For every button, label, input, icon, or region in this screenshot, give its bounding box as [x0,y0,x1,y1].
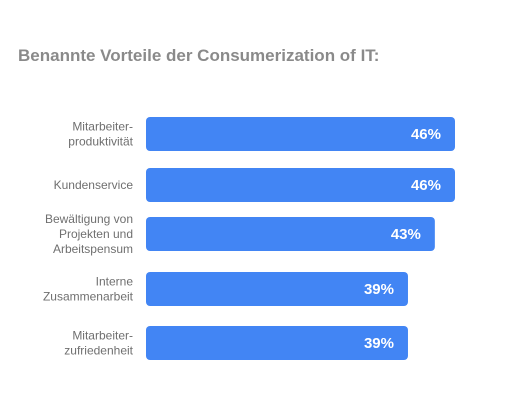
category-label-line: Mitarbeiter- [72,120,133,134]
category-label-line: Kundenservice [54,178,134,192]
category-label-line: Zusammenarbeit [43,290,134,304]
bars-layer: 46% 46% 43% 39% 39% [146,117,455,360]
category-label-line: Mitarbeiter- [72,329,133,343]
category-label-1: Kundenservice [54,178,134,192]
category-label-line: zufriedenheit [64,344,133,358]
category-labels-layer: Mitarbeiter-produktivität Kundenservice Be… [43,120,134,358]
category-label-line: Interne [96,275,134,289]
bar-4 [146,326,408,360]
category-label-2: Bewältigung von Projekten und Arbeitspensu… [45,212,133,256]
category-label-0: Mitarbeiter-produktivität [68,120,133,149]
chart-title: Benannte Vorteile der Consumerization of… [18,46,380,65]
category-label-line: produktivität [68,135,133,149]
bar-value-label-0: 46% [411,126,441,143]
category-label-4: Mitarbeiter-zufriedenheit [64,329,133,358]
bar-value-label-2: 43% [391,226,421,243]
bar-value-label-3: 39% [364,281,394,298]
category-label-line: Arbeitspensum [53,242,133,256]
bar-3 [146,272,408,306]
bar-0 [146,117,455,151]
bar-value-label-1: 46% [411,177,441,194]
category-label-line: Projekten und [59,227,133,241]
bar-1 [146,168,455,202]
category-label-line: Bewältigung von [45,212,133,226]
bar-value-label-4: 39% [364,335,394,352]
category-label-3: Interne Zusammenarbeit [43,275,134,304]
bar-2 [146,217,435,251]
